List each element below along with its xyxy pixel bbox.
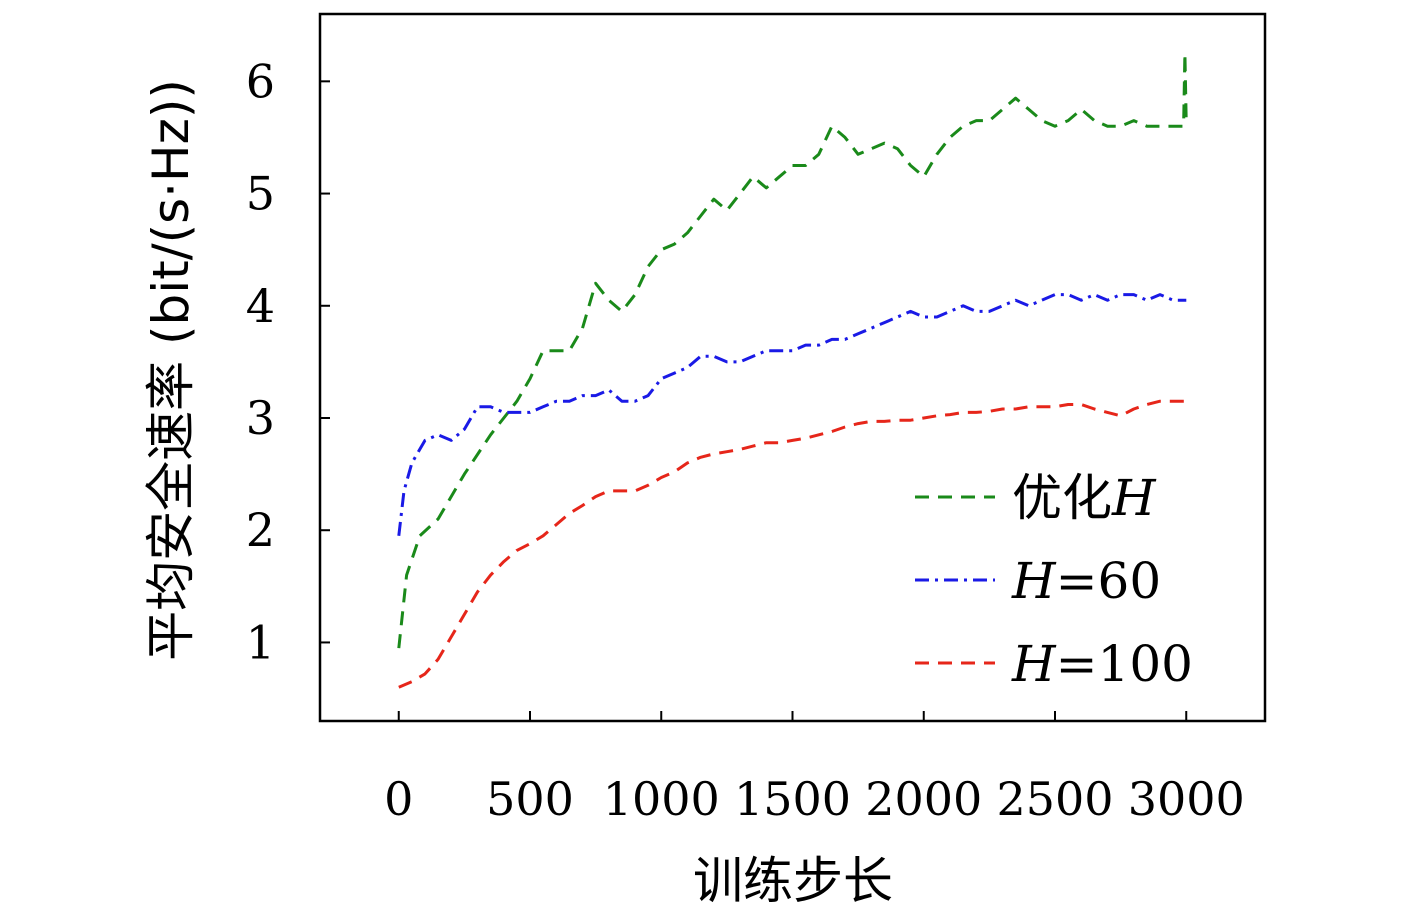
x-tick-label: 3000 [1128,772,1245,826]
y-tick-label: 5 [246,167,275,221]
x-axis-ticks: 0 500 1000 1500 2000 2500 3000 [384,711,1245,826]
legend-label-1: 优化H [1012,469,1157,527]
y-tick-label: 6 [246,54,275,108]
y-tick-label: 1 [246,615,275,669]
series-lines [397,51,1188,689]
series-line-2 [397,293,1187,536]
x-tick-label: 1500 [734,772,851,826]
x-tick-label: 500 [486,772,574,826]
legend-suffix: =100 [1056,635,1193,693]
y-axis-label: 平均安全速率 (bit/(s·Hz)) [142,79,200,661]
legend-variable: H [1011,552,1057,610]
y-tick-label: 2 [246,503,275,557]
y-tick-label: 3 [246,391,275,445]
y-tick-label: 4 [246,279,275,333]
x-tick-label: 2000 [865,772,982,826]
legend-prefix: 优化 [1012,469,1112,527]
plot-area-border [318,12,1267,723]
y-axis-ticks: 1 2 3 4 5 6 [246,54,330,669]
x-tick-label: 2500 [996,772,1113,826]
legend-label-2: H=60 [1011,552,1161,610]
x-axis-label: 训练步长 [693,852,893,910]
legend-variable: H [1111,469,1157,527]
x-tick-label: 0 [384,772,413,826]
series-line-1 [397,51,1188,649]
series-line-3 [398,399,1187,689]
x-tick-label: 1000 [603,772,720,826]
legend-suffix: =60 [1056,552,1162,610]
legend-label-3: H=100 [1011,635,1193,693]
legend-variable: H [1011,635,1057,693]
plot-frame [318,12,1267,723]
